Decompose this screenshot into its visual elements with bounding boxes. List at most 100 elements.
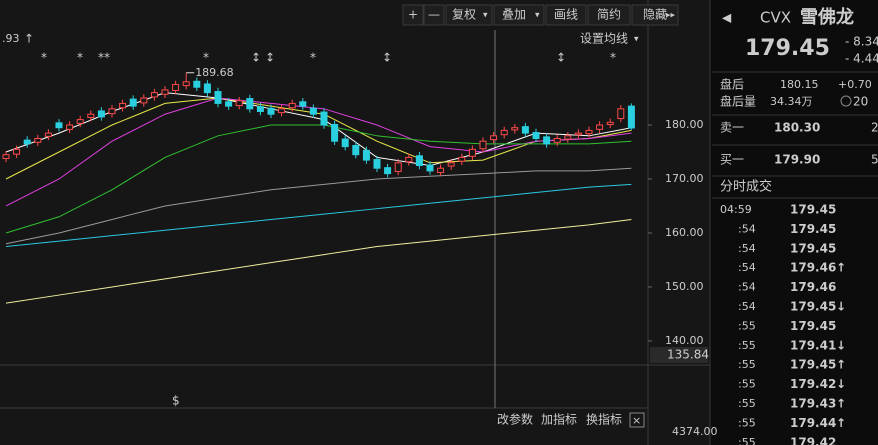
- trade-price: 179.44: [790, 416, 836, 430]
- candle-body: [564, 135, 572, 140]
- toolbar-button[interactable]: [545, 4, 587, 26]
- toolbar-label: 复权: [452, 8, 476, 22]
- trade-time: :54: [738, 242, 756, 255]
- candle-body: [23, 139, 31, 145]
- candle-body: [13, 148, 21, 155]
- toolbar-button[interactable]: [402, 4, 424, 26]
- candle-body: [246, 98, 254, 110]
- signal-marker: *: [203, 51, 209, 65]
- arrow-icon: ↑: [24, 32, 34, 46]
- candle-body: [87, 113, 95, 118]
- trade-time: :55: [738, 436, 756, 445]
- trade-price: 179.41: [790, 338, 836, 352]
- trade-time: :55: [738, 339, 756, 352]
- back-icon[interactable]: ◀: [722, 11, 732, 25]
- close-box[interactable]: [629, 412, 645, 428]
- change: - 8.34: [845, 35, 878, 49]
- toolbar-label: 叠加: [502, 8, 526, 22]
- y-tick-label: 170.00: [665, 172, 704, 185]
- trade-time: :55: [738, 397, 756, 410]
- candle-body: [97, 110, 105, 118]
- candle-body: [267, 107, 275, 115]
- event-marker: $: [172, 394, 180, 408]
- toolbar-label: 画线: [554, 8, 578, 22]
- candle-body: [596, 124, 604, 130]
- toolbar-button[interactable]: [445, 4, 493, 26]
- candle-body: [468, 148, 476, 157]
- clock-text: 20: [853, 95, 868, 109]
- trade-time: :55: [738, 416, 756, 429]
- trade-arrow: ↓: [836, 377, 846, 391]
- clock-icon: [840, 95, 852, 107]
- signal-marker: ↕: [251, 51, 261, 65]
- candle-body: [161, 89, 169, 95]
- signal-marker: ↕: [556, 51, 566, 65]
- y-tick-label: 180.00: [665, 118, 704, 131]
- candle-body: [415, 155, 423, 166]
- candle-body: [129, 98, 137, 107]
- candle-body: [617, 108, 625, 120]
- candle-body: [182, 81, 190, 87]
- indicator-button[interactable]: 加指标: [541, 412, 577, 427]
- bid-size: 5: [871, 153, 878, 167]
- candle-body: [235, 100, 243, 107]
- peak-label: 189.68: [195, 66, 234, 79]
- signal-marker: ↕: [382, 51, 392, 65]
- trade-price: 179.45: [790, 241, 836, 255]
- toolbar-icon: ▸▸: [666, 11, 676, 21]
- candle-body: [193, 80, 201, 88]
- toolbar-label: 隐藏: [643, 8, 667, 22]
- trade-time: :54: [738, 222, 756, 235]
- toolbar-button[interactable]: [587, 4, 631, 26]
- candle-body: [34, 138, 42, 143]
- candle-body: [532, 132, 540, 140]
- candle-body: [606, 121, 614, 125]
- candle-body: [574, 132, 582, 136]
- y-tick-label: 150.00: [665, 280, 704, 293]
- candle-body: [66, 124, 74, 130]
- candle-body: [140, 97, 148, 104]
- toolbar-label: +: [408, 8, 418, 22]
- candle-body: [256, 106, 264, 113]
- indicator-button[interactable]: 改参数: [497, 412, 533, 427]
- indicator-button[interactable]: 换指标: [586, 412, 622, 427]
- trade-price: 179.45: [790, 203, 836, 217]
- signal-marker: *: [610, 51, 616, 65]
- ticker: CVX: [760, 9, 791, 27]
- candle-body: [500, 129, 508, 136]
- trade-price: 179.45: [790, 300, 836, 314]
- toolbar-button[interactable]: [493, 4, 545, 26]
- trade-time: :55: [738, 319, 756, 332]
- signal-marker: **: [98, 51, 110, 65]
- toolbar-button[interactable]: [631, 4, 679, 26]
- candle-body: [521, 126, 529, 134]
- trade-price: 179.46: [790, 261, 836, 275]
- after-price: 180.15: [780, 78, 819, 91]
- trade-arrow: ↑: [836, 397, 846, 411]
- ma-line: [5, 167, 632, 245]
- candle-body: [384, 167, 392, 175]
- candle-body: [44, 132, 52, 137]
- signal-marker: *: [77, 51, 83, 65]
- candle-body: [225, 101, 233, 107]
- candle-body: [76, 119, 84, 124]
- candle-body: [352, 145, 360, 156]
- trade-time: 04:59: [720, 203, 752, 216]
- candle-body: [543, 136, 551, 145]
- candle-body: [150, 92, 158, 98]
- candle-body: [373, 159, 381, 169]
- cursor-label: 135.84: [667, 348, 709, 362]
- dropdown-icon: ▾: [535, 11, 540, 21]
- trade-price: 179.42: [790, 435, 836, 445]
- ma-settings[interactable]: 设置均线: [580, 32, 628, 46]
- close-icon: ×: [632, 414, 641, 427]
- toolbar-button[interactable]: [423, 4, 445, 26]
- trade-arrow: ↑: [836, 416, 846, 430]
- bid-price: 179.90: [774, 153, 820, 167]
- ma-line: [5, 218, 632, 304]
- cursor-box: [650, 347, 708, 363]
- trade-time: :54: [738, 281, 756, 294]
- candle-body: [394, 162, 402, 172]
